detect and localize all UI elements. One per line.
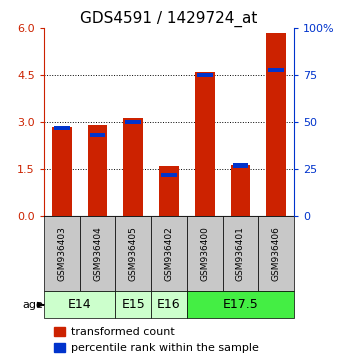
Bar [233, 164, 248, 167]
Text: E17.5: E17.5 [223, 298, 258, 311]
Bar [115, 216, 151, 291]
Bar [187, 216, 223, 291]
Text: GSM936405: GSM936405 [129, 226, 138, 281]
Bar [123, 118, 143, 216]
Text: GSM936404: GSM936404 [93, 227, 102, 281]
Bar [159, 166, 179, 216]
Legend: transformed count, percentile rank within the sample: transformed count, percentile rank withi… [49, 322, 263, 354]
Bar [151, 291, 187, 318]
Bar [54, 126, 70, 130]
Bar [44, 216, 80, 291]
Text: age: age [22, 300, 43, 310]
Bar [268, 68, 284, 72]
Bar [115, 291, 151, 318]
Bar [44, 291, 115, 318]
Bar [231, 165, 250, 216]
Title: GDS4591 / 1429724_at: GDS4591 / 1429724_at [80, 11, 258, 27]
Text: E16: E16 [157, 298, 181, 311]
Bar [195, 72, 215, 216]
Bar [161, 173, 177, 177]
Bar [187, 291, 294, 318]
Text: GSM936406: GSM936406 [272, 226, 281, 281]
Bar [223, 216, 258, 291]
Bar [125, 120, 141, 124]
Text: E15: E15 [121, 298, 145, 311]
Text: GSM936400: GSM936400 [200, 226, 209, 281]
Bar [266, 33, 286, 216]
Bar [151, 216, 187, 291]
Bar [52, 127, 72, 216]
Bar [80, 216, 115, 291]
Bar [90, 133, 105, 137]
Bar [197, 73, 213, 77]
Bar [88, 125, 107, 216]
Text: GSM936403: GSM936403 [57, 226, 66, 281]
Text: GSM936401: GSM936401 [236, 226, 245, 281]
Text: E14: E14 [68, 298, 92, 311]
Text: GSM936402: GSM936402 [165, 227, 173, 281]
Bar [258, 216, 294, 291]
